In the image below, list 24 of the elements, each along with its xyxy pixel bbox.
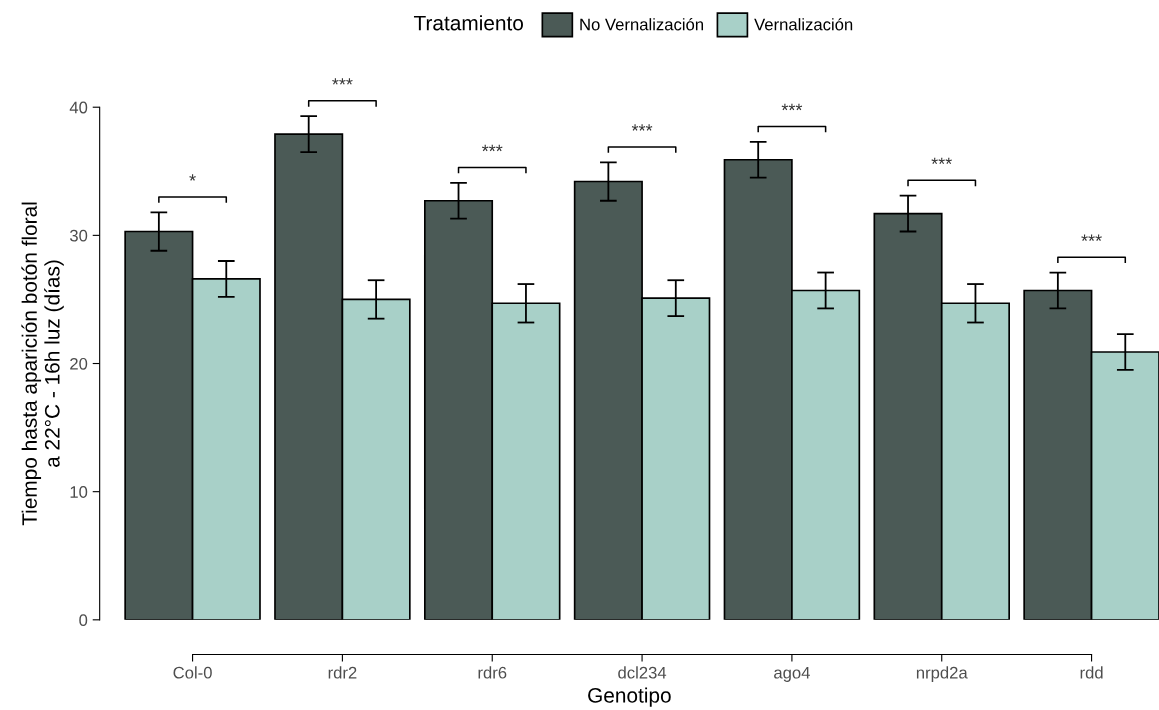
x-tick-label: rdr6 — [478, 666, 507, 679]
annotation: *** — [631, 124, 653, 131]
x-tick-label: rdr2 — [328, 666, 357, 679]
annotation: *** — [781, 103, 803, 111]
legend-label: No Vernalización — [580, 17, 704, 31]
x-tick-label: ago4 — [774, 666, 810, 682]
legend-title: Tratamiento — [413, 15, 523, 31]
y-tick-label: 0 — [79, 614, 88, 627]
y-tick-label: 20 — [70, 357, 88, 370]
y-tick-label: 10 — [70, 486, 88, 498]
annotation: *** — [931, 157, 952, 165]
y-axis-title: Tiempo hasta aparición botón floral a 22°C - 16h luz (días) — [21, 202, 64, 526]
y-tick-label: 40 — [69, 101, 88, 114]
y-tick-label: 30 — [69, 229, 88, 242]
x-tick-label: dcl234 — [618, 666, 667, 679]
annotation: * — [189, 174, 196, 181]
x-tick-label: rdd — [1080, 666, 1103, 679]
text: *** — [332, 78, 353, 85]
x-tick-label: nrpd2a — [916, 666, 968, 682]
legend-label: Vernalización — [754, 17, 853, 31]
annotation: *** — [1081, 234, 1102, 241]
annotation: *** — [481, 144, 503, 152]
x-tick-label: Col-0 — [173, 666, 212, 679]
x-axis-title: Genotipo — [588, 687, 671, 707]
